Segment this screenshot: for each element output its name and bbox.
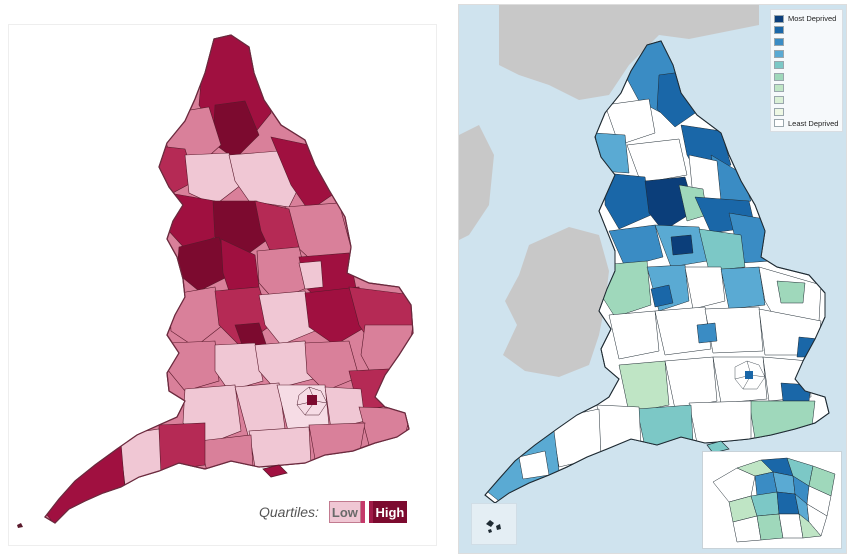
quartile-map-panel: Quartiles: Low High <box>8 24 437 546</box>
legend-row <box>774 83 839 95</box>
quartile-third-swatch <box>368 501 373 523</box>
legend-row <box>774 48 839 60</box>
london-inset-map <box>702 451 842 549</box>
isles-of-scilly-inset <box>471 503 517 545</box>
wales-landmass <box>503 227 609 377</box>
legend-label: Most Deprived <box>788 14 837 24</box>
legend-row <box>774 25 839 37</box>
quartile-second-swatch <box>360 501 365 523</box>
legend-swatch <box>774 61 784 70</box>
legend-row <box>774 36 839 48</box>
legend-row <box>774 106 839 118</box>
deprivation-regions <box>485 41 822 502</box>
deprivation-legend: Most Deprived Least Deprived <box>770 9 843 132</box>
legend-swatch <box>774 95 784 104</box>
quartile-map <box>17 34 414 528</box>
legend-swatch <box>774 37 784 46</box>
quartile-divider <box>364 501 369 523</box>
legend-row: Least Deprived <box>774 117 839 129</box>
legend-label: Least Deprived <box>788 118 839 128</box>
legend-row <box>774 59 839 71</box>
legend-row: Most Deprived <box>774 13 839 25</box>
quartile-high-swatch: High <box>372 501 407 523</box>
legend-swatch <box>774 119 784 128</box>
legend-swatch <box>774 107 784 116</box>
legend-row <box>774 94 839 106</box>
scotland-landmass <box>499 5 759 100</box>
quartile-legend-title: Quartiles: <box>259 504 319 520</box>
legend-row <box>774 71 839 83</box>
legend-swatch <box>774 26 784 35</box>
legend-swatch <box>774 72 784 81</box>
quartile-regions <box>45 35 413 523</box>
deprivation-map <box>459 5 830 504</box>
quartile-low-swatch: Low <box>328 501 361 523</box>
deprivation-map-panel: Most Deprived Least Deprived <box>458 4 847 554</box>
legend-swatch <box>774 49 784 58</box>
quartile-legend: Quartiles: Low High <box>259 499 407 525</box>
legend-swatch <box>774 14 784 23</box>
ireland-landmass <box>459 125 494 240</box>
legend-swatch <box>774 84 784 93</box>
